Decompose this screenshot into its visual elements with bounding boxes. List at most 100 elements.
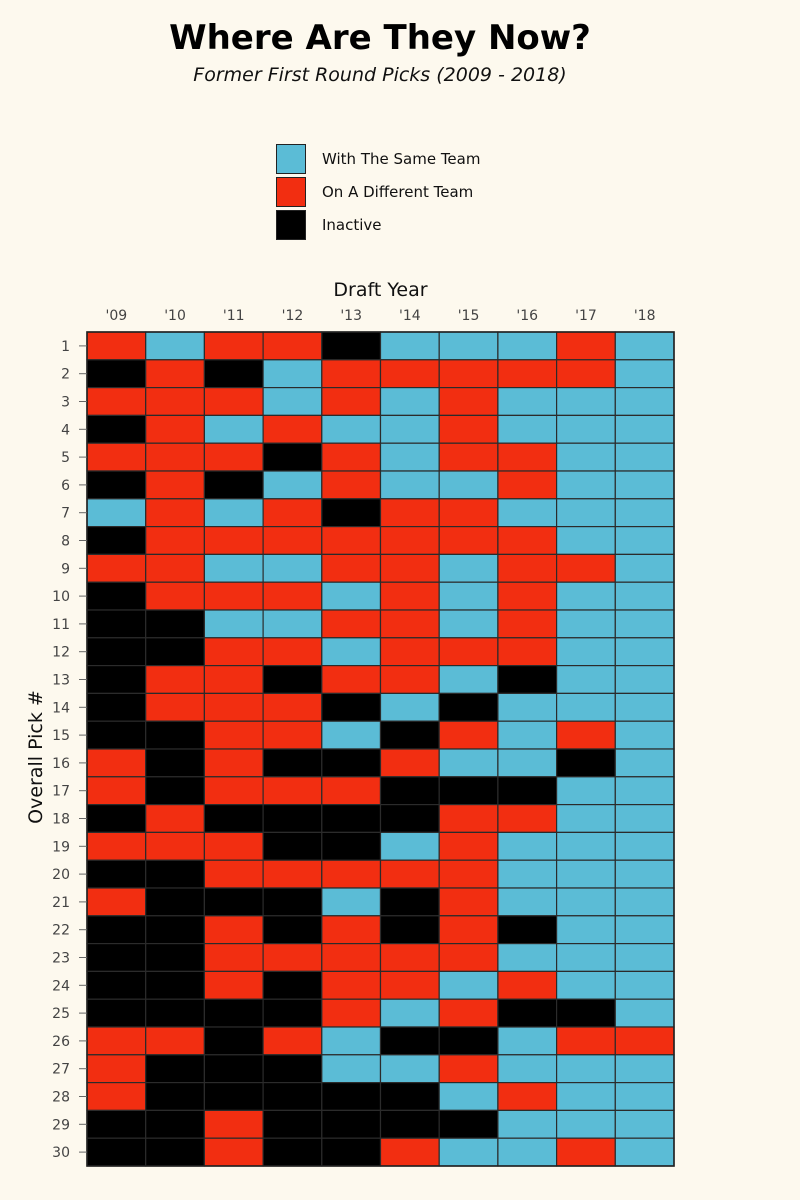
y-axis-label: Overall Pick # bbox=[25, 690, 47, 824]
heatmap-cell bbox=[497, 776, 558, 806]
heatmap-cell bbox=[614, 1026, 675, 1056]
heatmap-cell bbox=[379, 748, 440, 778]
heatmap-cell bbox=[379, 831, 440, 861]
heatmap-cell bbox=[555, 609, 616, 639]
heatmap-cell bbox=[145, 692, 205, 722]
heatmap-cell bbox=[86, 553, 147, 583]
heatmap-cell bbox=[86, 1081, 147, 1111]
heatmap-cell bbox=[145, 998, 205, 1028]
y-tick-label: 20 bbox=[52, 867, 70, 883]
heatmap-cell bbox=[321, 915, 382, 945]
heatmap-cell bbox=[321, 553, 382, 583]
heatmap-cell bbox=[321, 1109, 382, 1139]
x-tick-label: '14 bbox=[399, 308, 421, 324]
heatmap-cell bbox=[86, 915, 147, 945]
heatmap-cell bbox=[614, 831, 675, 861]
heatmap-cell bbox=[555, 414, 616, 444]
heatmap-cell bbox=[379, 1137, 440, 1167]
heatmap-cell bbox=[379, 887, 440, 917]
heatmap-cell bbox=[438, 637, 499, 667]
heatmap-cell bbox=[203, 553, 264, 583]
heatmap-cell bbox=[145, 859, 205, 889]
heatmap-cell bbox=[614, 1054, 675, 1084]
heatmap-cell bbox=[321, 470, 382, 500]
heatmap-cell bbox=[614, 470, 675, 500]
heatmap-cell bbox=[321, 442, 382, 472]
heatmap-cell bbox=[614, 803, 675, 833]
y-tick-label: 27 bbox=[52, 1062, 70, 1078]
heatmap-cell bbox=[321, 887, 382, 917]
heatmap-cell bbox=[145, 525, 205, 555]
heatmap-cell bbox=[379, 442, 440, 472]
y-tick-label: 30 bbox=[52, 1145, 70, 1161]
heatmap-cell bbox=[321, 498, 382, 528]
heatmap-cell bbox=[438, 609, 499, 639]
heatmap-cell bbox=[555, 664, 616, 694]
heatmap-cell bbox=[262, 803, 323, 833]
y-tick-label: 3 bbox=[61, 395, 70, 411]
heatmap-cell bbox=[86, 331, 147, 361]
heatmap-cell bbox=[203, 331, 264, 361]
heatmap-cell bbox=[497, 998, 558, 1028]
heatmap-cell bbox=[497, 359, 558, 389]
heatmap-cell bbox=[262, 414, 323, 444]
heatmap-cell bbox=[497, 915, 558, 945]
heatmap-cell bbox=[555, 692, 616, 722]
heatmap-cell bbox=[555, 581, 616, 611]
y-tick-label: 10 bbox=[52, 589, 70, 605]
y-tick-label: 21 bbox=[52, 895, 70, 911]
heatmap-cell bbox=[555, 470, 616, 500]
heatmap-cell bbox=[321, 1026, 382, 1056]
y-tick-label: 13 bbox=[52, 673, 70, 689]
heatmap-cell bbox=[555, 331, 616, 361]
legend-label-inactive: Inactive bbox=[322, 215, 382, 234]
heatmap-cell bbox=[86, 609, 147, 639]
heatmap-cell bbox=[145, 748, 205, 778]
heatmap-cell bbox=[262, 831, 323, 861]
heatmap-cell bbox=[497, 803, 558, 833]
heatmap-cell bbox=[86, 831, 147, 861]
heatmap-cell bbox=[438, 803, 499, 833]
heatmap-cell bbox=[203, 748, 264, 778]
heatmap-cell bbox=[614, 414, 675, 444]
heatmap-cell bbox=[555, 553, 616, 583]
x-tick-label: '16 bbox=[516, 308, 538, 324]
legend-swatch-different-team bbox=[276, 176, 306, 207]
heatmap-cell bbox=[614, 970, 675, 1000]
heatmap-cell bbox=[321, 831, 382, 861]
y-tick-label: 8 bbox=[61, 534, 70, 550]
heatmap-cell bbox=[614, 942, 675, 972]
heatmap-cell bbox=[203, 359, 264, 389]
heatmap-cell bbox=[86, 581, 147, 611]
heatmap-cell bbox=[203, 414, 264, 444]
heatmap-cell bbox=[379, 720, 440, 750]
heatmap-cell bbox=[555, 1026, 616, 1056]
heatmap-cell bbox=[86, 803, 147, 833]
heatmap-cell bbox=[438, 664, 499, 694]
heatmap-cell bbox=[438, 915, 499, 945]
heatmap-cell bbox=[438, 887, 499, 917]
x-tick-label: '15 bbox=[458, 308, 480, 324]
heatmap-cell bbox=[86, 525, 147, 555]
heatmap-cell bbox=[262, 970, 323, 1000]
heatmap-cell bbox=[321, 359, 382, 389]
heatmap-cell bbox=[438, 1054, 499, 1084]
y-tick-label: 23 bbox=[52, 951, 70, 967]
heatmap-cell bbox=[438, 942, 499, 972]
heatmap-cell bbox=[145, 1109, 205, 1139]
heatmap-cell bbox=[321, 748, 382, 778]
heatmap-cell bbox=[555, 998, 616, 1028]
heatmap-cell bbox=[203, 1109, 264, 1139]
heatmap-cell bbox=[86, 859, 147, 889]
x-axis-label: Draft Year bbox=[333, 279, 427, 301]
y-tick-label: 1 bbox=[61, 339, 70, 355]
heatmap-cell bbox=[145, 664, 205, 694]
heatmap-cell bbox=[203, 1081, 264, 1111]
heatmap-cell bbox=[86, 442, 147, 472]
heatmap-cell bbox=[614, 1137, 675, 1167]
heatmap-cell bbox=[145, 442, 205, 472]
heatmap-cell bbox=[203, 1054, 264, 1084]
heatmap-cell bbox=[262, 525, 323, 555]
heatmap-cell bbox=[86, 637, 147, 667]
heatmap-cell bbox=[555, 525, 616, 555]
